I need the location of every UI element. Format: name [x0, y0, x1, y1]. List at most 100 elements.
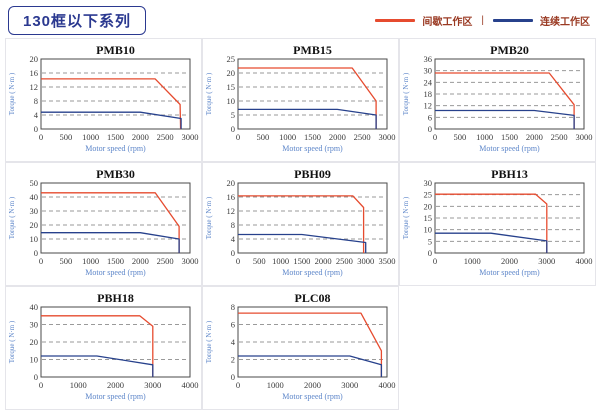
svg-text:Torque ( N·m ): Torque ( N·m ) [205, 196, 213, 239]
svg-text:Motor speed (rpm): Motor speed (rpm) [85, 392, 146, 401]
svg-text:0: 0 [231, 372, 235, 382]
svg-text:5: 5 [231, 110, 235, 120]
svg-text:1000: 1000 [82, 132, 99, 142]
svg-text:30: 30 [424, 178, 433, 188]
svg-text:25: 25 [227, 54, 236, 64]
chart-cell-pbh09: PBH09 0 4 8 12 16 20 0 500 1000 1500 2000 2500 3000 35… [202, 162, 399, 286]
svg-text:16: 16 [227, 192, 236, 202]
svg-text:20: 20 [30, 54, 39, 64]
svg-text:10: 10 [227, 96, 236, 106]
intermittent-label: 间歇工作区 [422, 16, 473, 28]
svg-text:0: 0 [433, 132, 437, 142]
svg-text:1000: 1000 [272, 256, 289, 266]
svg-text:1500: 1500 [501, 132, 518, 142]
svg-text:0: 0 [428, 124, 432, 134]
chart-cell-pmb10: PMB10 0 4 8 12 16 20 0 500 1000 1500 2000 2500 3000 Mo… [5, 38, 202, 162]
svg-text:PMB10: PMB10 [96, 43, 135, 57]
chart-pmb10: PMB10 0 4 8 12 16 20 0 500 1000 1500 2000 2500 3000 Mo… [8, 43, 199, 153]
chart-cell-pmb15: PMB15 0 5 10 15 20 25 0 500 1000 1500 2000 2500 3000 M… [202, 38, 399, 162]
svg-text:Motor speed (rpm): Motor speed (rpm) [479, 268, 540, 277]
svg-text:PBH09: PBH09 [294, 167, 331, 181]
svg-text:0: 0 [39, 132, 43, 142]
svg-text:2000: 2000 [107, 380, 124, 390]
svg-text:Torque ( N·m ): Torque ( N·m ) [8, 320, 16, 363]
svg-text:2000: 2000 [315, 256, 332, 266]
svg-text:0: 0 [34, 124, 38, 134]
svg-text:3000: 3000 [182, 256, 199, 266]
svg-text:0: 0 [236, 380, 240, 390]
svg-text:Motor speed (rpm): Motor speed (rpm) [282, 392, 343, 401]
svg-text:3000: 3000 [379, 132, 396, 142]
svg-text:30: 30 [30, 320, 39, 330]
svg-text:20: 20 [30, 337, 39, 347]
svg-text:Torque ( N·m ): Torque ( N·m ) [8, 196, 16, 239]
svg-text:50: 50 [30, 178, 39, 188]
svg-text:Motor speed (rpm): Motor speed (rpm) [282, 144, 343, 153]
svg-text:Torque ( N·m ): Torque ( N·m ) [205, 320, 213, 363]
svg-text:12: 12 [227, 206, 236, 216]
header: 130框以下系列 间歇工作区 | 连续工作区 [0, 0, 600, 38]
svg-text:4000: 4000 [182, 380, 199, 390]
svg-text:2: 2 [231, 355, 235, 365]
svg-text:0: 0 [433, 256, 437, 266]
intermittent-line-swatch [375, 18, 416, 22]
chart-cell-pmb20: PMB20 0 6 12 18 24 30 36 0 500 1000 1500 2000 2500 300… [399, 38, 596, 162]
svg-text:20: 20 [227, 178, 236, 188]
series-title: 130框以下系列 [23, 12, 132, 30]
legend: 间歇工作区 | 连续工作区 [375, 13, 590, 28]
continuous-line-swatch [493, 18, 533, 22]
svg-text:8: 8 [34, 96, 38, 106]
chart-cell-pbh18: PBH18 0 10 20 30 40 0 1000 2000 3000 4000 Motor spe… [5, 286, 202, 410]
svg-text:5: 5 [428, 236, 432, 246]
svg-text:2000: 2000 [501, 256, 518, 266]
chart-cell-pmb30: PMB30 0 10 20 30 40 50 0 500 1000 1500 2000 2500 3000… [5, 162, 202, 286]
svg-text:1500: 1500 [107, 132, 124, 142]
svg-text:3000: 3000 [144, 380, 161, 390]
svg-text:24: 24 [424, 77, 433, 87]
svg-text:4000: 4000 [379, 380, 396, 390]
svg-text:0: 0 [231, 124, 235, 134]
chart-pbh09: PBH09 0 4 8 12 16 20 0 500 1000 1500 2000 2500 3000 35… [205, 167, 396, 277]
svg-text:2500: 2500 [551, 132, 568, 142]
svg-text:PMB15: PMB15 [293, 43, 332, 57]
svg-text:30: 30 [424, 66, 433, 76]
svg-text:1000: 1000 [279, 132, 296, 142]
svg-text:3000: 3000 [341, 380, 358, 390]
svg-text:2500: 2500 [157, 256, 174, 266]
svg-text:2000: 2000 [132, 256, 149, 266]
svg-text:500: 500 [59, 256, 72, 266]
svg-text:1000: 1000 [70, 380, 87, 390]
svg-text:15: 15 [424, 213, 433, 223]
svg-text:2500: 2500 [336, 256, 353, 266]
legend-separator: | [481, 14, 484, 26]
svg-text:1500: 1500 [293, 256, 310, 266]
svg-text:2000: 2000 [132, 132, 149, 142]
continuous-label: 连续工作区 [540, 16, 590, 28]
svg-text:8: 8 [231, 220, 235, 230]
svg-text:1000: 1000 [82, 256, 99, 266]
svg-text:Torque ( N·m ): Torque ( N·m ) [8, 72, 16, 115]
svg-text:4: 4 [231, 337, 236, 347]
svg-text:PBH13: PBH13 [491, 167, 528, 181]
svg-text:500: 500 [59, 132, 72, 142]
chart-plc08: PLC08 0 2 4 6 8 0 1000 2000 3000 4000 Motor speed (… [205, 291, 396, 401]
svg-text:20: 20 [424, 201, 433, 211]
svg-text:25: 25 [424, 190, 433, 200]
svg-text:0: 0 [39, 380, 43, 390]
svg-text:3000: 3000 [538, 256, 555, 266]
svg-text:Motor speed (rpm): Motor speed (rpm) [85, 144, 146, 153]
series-title-box: 130框以下系列 [8, 5, 147, 35]
svg-text:3000: 3000 [576, 132, 593, 142]
svg-text:1500: 1500 [107, 256, 124, 266]
chart-pbh18: PBH18 0 10 20 30 40 0 1000 2000 3000 4000 Motor spe… [8, 291, 199, 401]
svg-text:PMB30: PMB30 [96, 167, 135, 181]
svg-text:Torque ( N·m ): Torque ( N·m ) [402, 196, 410, 239]
svg-text:1000: 1000 [464, 256, 481, 266]
svg-text:3500: 3500 [379, 256, 396, 266]
svg-text:2000: 2000 [329, 132, 346, 142]
svg-text:10: 10 [30, 234, 39, 244]
svg-text:40: 40 [30, 192, 39, 202]
